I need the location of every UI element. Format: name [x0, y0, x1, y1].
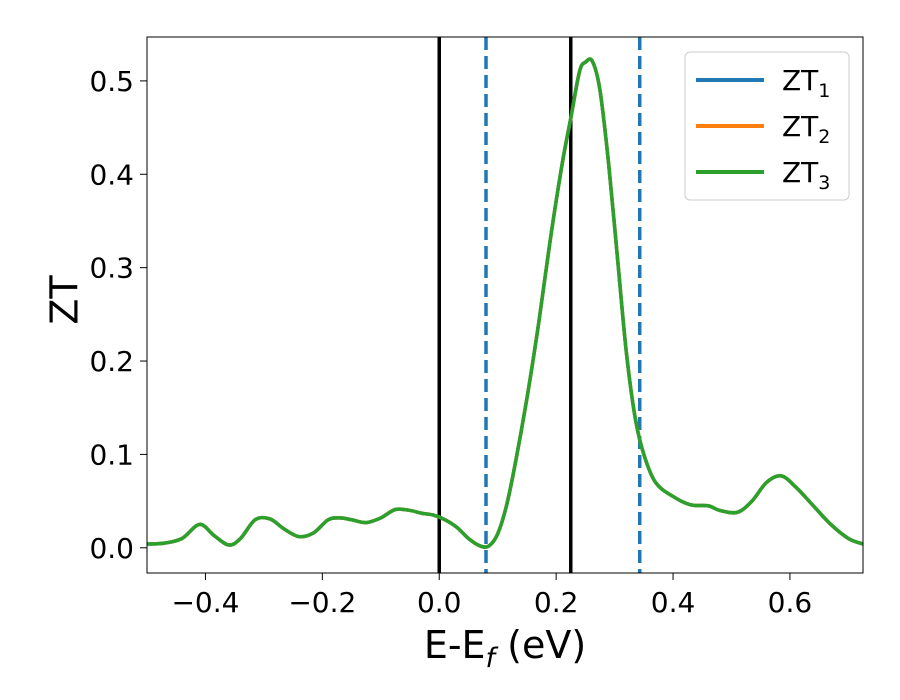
x-tick-label: 0.0	[417, 586, 462, 619]
legend-box	[684, 51, 850, 201]
x-tick-label: −0.4	[171, 586, 239, 619]
y-tick-label: 0.1	[89, 438, 134, 471]
x-tick-label: 0.2	[534, 586, 579, 619]
y-axis-label: ZT	[43, 275, 87, 325]
plot-frame	[146, 36, 864, 574]
series-line-3	[147, 57, 863, 549]
y-tick-label: 0.4	[89, 158, 134, 191]
x-tick-label: −0.2	[288, 586, 356, 619]
legend: ZT1 ZT2 ZT3	[684, 51, 850, 201]
x-tick-label: 0.6	[768, 586, 813, 619]
series-lines	[147, 57, 863, 549]
x-axis-ticks: −0.4 −0.2 0.0 0.2 0.4 0.6	[171, 573, 812, 619]
legend-label-3: ZT3	[782, 156, 830, 194]
legend-label-2: ZT2	[782, 110, 830, 148]
x-tick-label: 0.4	[651, 586, 696, 619]
x-axis-label: E-Ef (eV)	[424, 623, 586, 674]
y-tick-label: 0.0	[89, 532, 134, 565]
y-tick-label: 0.2	[89, 345, 134, 378]
y-tick-label: 0.3	[89, 252, 134, 285]
y-tick-label: 0.5	[89, 65, 134, 98]
y-axis-ticks: 0.0 0.1 0.2 0.3 0.4 0.5	[89, 65, 147, 565]
legend-label-1: ZT1	[782, 64, 830, 102]
